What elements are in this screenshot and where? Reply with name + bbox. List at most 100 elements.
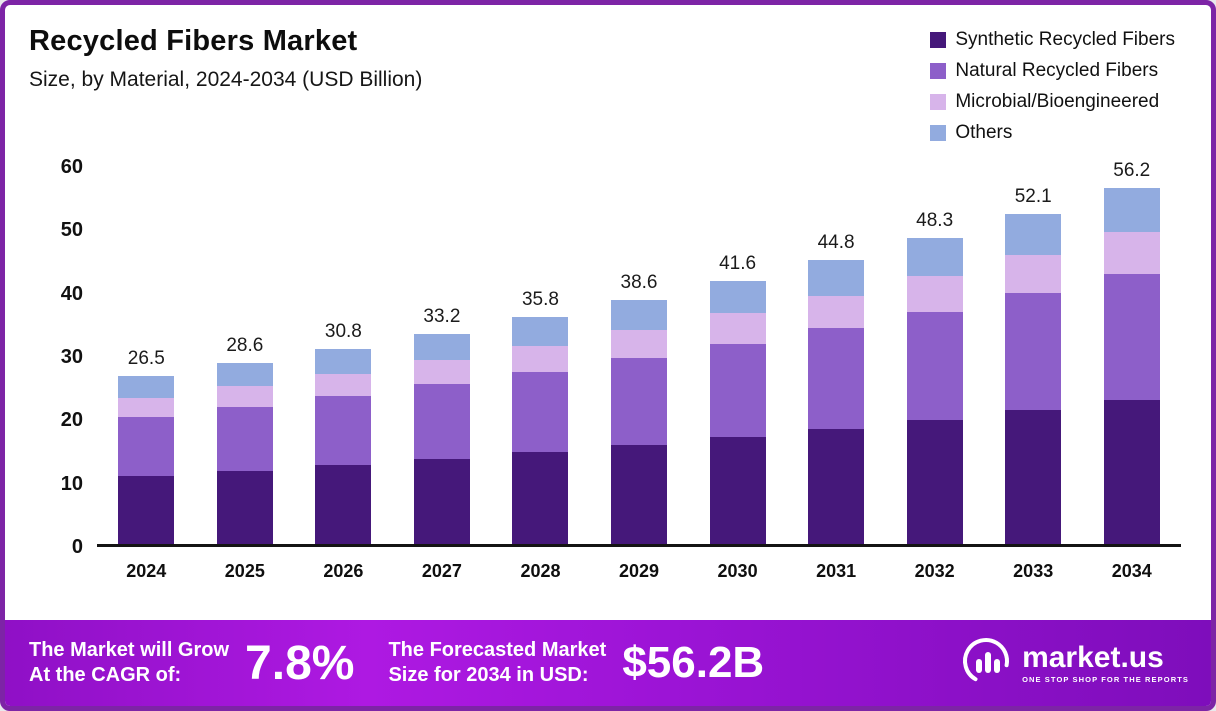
bar-segment [413, 383, 470, 459]
bar-total-label: 33.2 [423, 305, 461, 327]
bar-stack [512, 317, 569, 544]
x-tick-label: 2028 [520, 561, 561, 581]
bar-segment [709, 343, 766, 437]
x-tick-label: 2031 [816, 561, 857, 581]
bar-segment [512, 345, 569, 372]
legend-swatch [930, 32, 947, 48]
legend-swatch [930, 94, 947, 110]
brand-logo: market.us ONE STOP SHOP FOR THE REPORTS [960, 635, 1189, 692]
bar-segment [611, 444, 667, 544]
legend-label: Natural Recycled Fibers [955, 60, 1159, 81]
y-tick-label: 40 [60, 282, 83, 305]
bar-stack [1005, 214, 1062, 544]
page-subtitle: Size, by Material, 2024-2034 (USD Billio… [29, 68, 423, 91]
x-tick-label: 2029 [618, 561, 660, 581]
y-tick-label: 60 [60, 156, 83, 178]
bar-segment [1005, 293, 1062, 411]
bar-segment [512, 317, 569, 346]
bar-segment [118, 476, 175, 544]
bar-segment [1005, 255, 1062, 294]
bar-segment [118, 376, 175, 398]
y-tick-label: 30 [60, 346, 83, 368]
forecast-label-line2: Size for 2034 in USD: [388, 664, 589, 686]
legend-item: Natural Recycled Fibers [930, 60, 1175, 82]
bottom-banner: The Market will Grow At the CAGR of: 7.8… [5, 620, 1211, 706]
bars-row: 26.5 28.6 30.8 33.2 35.8 38.6 41.6 44.8 48.3 52.1… [97, 160, 1181, 544]
bar-segment [118, 416, 175, 477]
bar-column: 48.3 [885, 167, 984, 544]
brand-text: market.us ONE STOP SHOP FOR THE REPORTS [1022, 640, 1189, 684]
legend-label: Synthetic Recycled Fibers [955, 29, 1175, 50]
bar-segment [315, 348, 372, 374]
x-tick-label: 2033 [1013, 561, 1054, 581]
bar-segment [512, 452, 569, 544]
bar-segment [611, 299, 667, 330]
bar-segment [413, 359, 470, 384]
bar-column: 44.8 [787, 167, 886, 544]
bar-total-label: 48.3 [916, 210, 954, 232]
bar-segment [216, 406, 273, 471]
y-axis: 0 10 20 30 40 50 60 [35, 156, 97, 558]
legend-swatch [930, 125, 947, 141]
bar-segment [1103, 232, 1160, 274]
bar-segment [1103, 399, 1160, 544]
bar-segment [1103, 273, 1160, 400]
bar-stack [315, 348, 372, 544]
x-tick-label: 2027 [421, 561, 462, 581]
bar-stack [216, 362, 273, 544]
legend: Synthetic Recycled Fibers Natural Recycle… [930, 29, 1175, 153]
bar-segment [512, 371, 569, 453]
bar-segment [216, 362, 273, 386]
legend-item: Others [930, 122, 1175, 144]
bar-stack [1103, 188, 1160, 544]
bar-column: 28.6 [196, 167, 295, 544]
bar-column: 56.2 [1082, 160, 1181, 544]
bar-stack [906, 238, 963, 544]
forecast-value: $56.2B [622, 638, 765, 687]
bar-column: 35.8 [491, 167, 590, 544]
chart: 0 10 20 30 40 50 60 26.5 28.6 30.8 33.2 35.8 38.6 41… [35, 156, 1181, 582]
bar-segment [906, 419, 963, 544]
bar-column: 52.1 [984, 167, 1083, 544]
bar-segment [808, 295, 865, 329]
bar-total-label: 30.8 [324, 320, 362, 342]
bar-segment [611, 329, 667, 358]
bar-stack [709, 280, 766, 544]
legend-item: Synthetic Recycled Fibers [930, 29, 1175, 51]
bar-segment [1005, 214, 1062, 256]
bar-segment [906, 311, 963, 420]
bar-stack [808, 260, 865, 544]
bar-segment [1103, 188, 1160, 233]
bar-segment [315, 395, 372, 465]
bar-total-label: 52.1 [1014, 186, 1052, 208]
bar-column: 33.2 [393, 167, 492, 544]
bar-total-label: 56.2 [1113, 160, 1151, 182]
x-tick-label: 2030 [717, 561, 758, 581]
bar-total-label: 38.6 [620, 271, 658, 293]
page-title: Recycled Fibers Market [29, 25, 358, 57]
bar-total-label: 41.6 [719, 252, 757, 274]
header: Recycled Fibers Market Size, by Material… [5, 5, 1211, 153]
chart-body: 0 10 20 30 40 50 60 26.5 28.6 30.8 33.2 35.8 38.6 41… [35, 156, 1181, 558]
bar-total-label: 44.8 [817, 232, 855, 254]
y-tick-label: 20 [60, 409, 83, 432]
x-axis: 2024 2025 2026 2027 2028 2029 2030 2031 2032 2033… [97, 547, 1181, 582]
bar-stack [611, 299, 667, 544]
bar-segment [808, 428, 865, 544]
bar-column: 41.6 [688, 167, 787, 544]
x-tick-label: 2026 [323, 561, 364, 581]
brand-name: market.us [1022, 640, 1164, 674]
cagr-value: 7.8% [245, 636, 355, 690]
bar-segment [808, 260, 865, 296]
legend-label: Others [955, 122, 1013, 143]
bar-column: 26.5 [97, 167, 196, 544]
bar-segment [709, 313, 766, 344]
plot-area: 26.5 28.6 30.8 33.2 35.8 38.6 41.6 44.8 48.3 52.1… [97, 160, 1181, 547]
bar-segment [906, 238, 963, 277]
forecast-label-line1: The Forecasted Market [388, 639, 607, 661]
cagr-label: The Market will Grow At the CAGR of: [29, 638, 229, 688]
bar-segment [216, 385, 273, 407]
y-tick-label: 50 [60, 219, 83, 242]
y-tick-label: 0 [71, 536, 83, 558]
